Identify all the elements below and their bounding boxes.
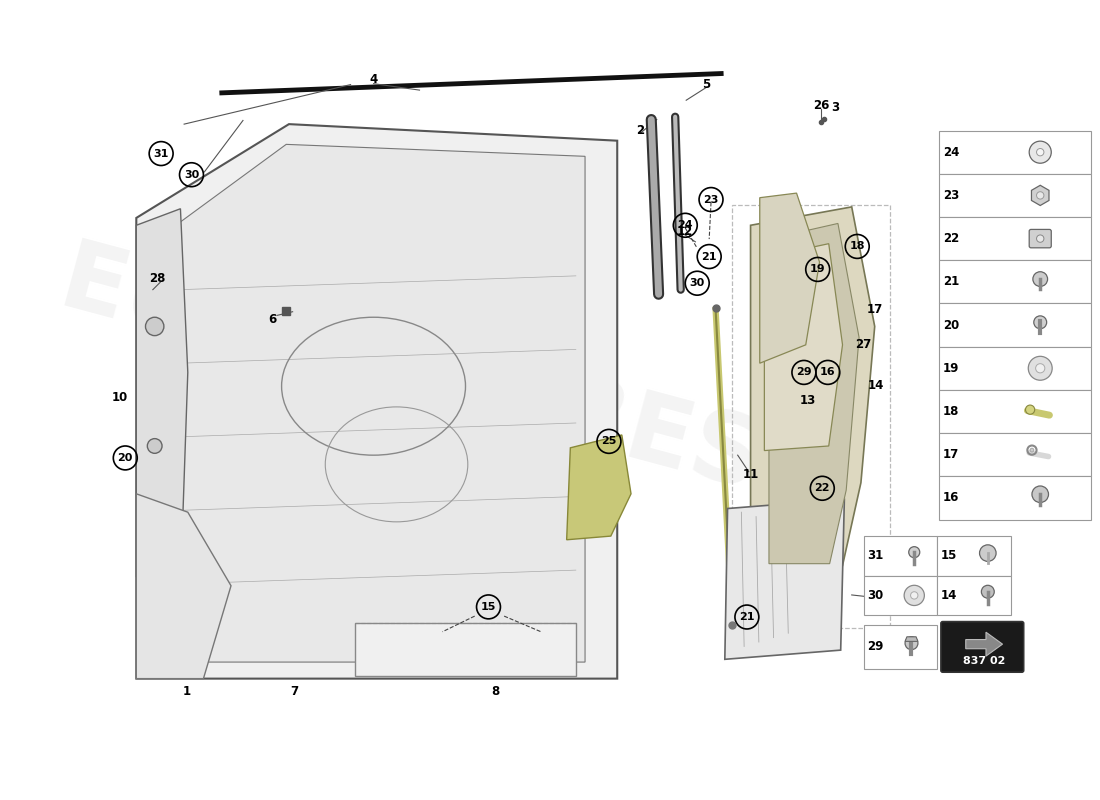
FancyBboxPatch shape (940, 622, 1024, 672)
Text: 17: 17 (867, 303, 883, 316)
FancyBboxPatch shape (864, 536, 937, 576)
Circle shape (1030, 448, 1034, 452)
Text: 22: 22 (814, 483, 830, 494)
Circle shape (981, 586, 994, 598)
Text: 21: 21 (739, 612, 755, 622)
Text: 30: 30 (868, 589, 883, 602)
Text: 21: 21 (943, 275, 959, 288)
Text: 25: 25 (602, 436, 617, 446)
Text: 20: 20 (118, 453, 133, 463)
Text: 23: 23 (943, 189, 959, 202)
FancyBboxPatch shape (1030, 230, 1052, 248)
Text: 1: 1 (183, 685, 191, 698)
Polygon shape (760, 193, 820, 363)
FancyBboxPatch shape (937, 576, 1011, 615)
Polygon shape (566, 435, 631, 540)
Circle shape (904, 586, 924, 606)
Text: 18: 18 (849, 242, 865, 251)
Text: 5: 5 (702, 78, 711, 91)
Circle shape (1034, 316, 1047, 329)
Polygon shape (769, 223, 859, 564)
Text: 11: 11 (742, 468, 759, 481)
FancyBboxPatch shape (939, 476, 1091, 519)
Polygon shape (750, 207, 874, 574)
Text: 17: 17 (943, 448, 959, 462)
Polygon shape (136, 494, 231, 678)
Text: 19: 19 (810, 265, 825, 274)
FancyBboxPatch shape (939, 217, 1091, 260)
Text: 4: 4 (370, 74, 377, 86)
Circle shape (911, 592, 917, 599)
Text: 8: 8 (491, 685, 499, 698)
FancyBboxPatch shape (939, 390, 1091, 433)
Text: 31: 31 (153, 149, 168, 158)
Text: 2: 2 (636, 124, 645, 137)
Circle shape (905, 637, 917, 650)
Text: 24: 24 (678, 220, 693, 230)
FancyBboxPatch shape (864, 576, 937, 615)
Circle shape (1033, 272, 1047, 286)
Text: 15: 15 (940, 550, 957, 562)
Text: 29: 29 (868, 641, 883, 654)
Text: 21: 21 (702, 251, 717, 262)
Circle shape (1025, 405, 1035, 414)
Text: a passion for parts since 1985: a passion for parts since 1985 (236, 388, 566, 494)
Circle shape (1032, 486, 1048, 502)
Text: 6: 6 (268, 313, 276, 326)
FancyBboxPatch shape (939, 433, 1091, 476)
FancyBboxPatch shape (939, 174, 1091, 217)
Text: 10: 10 (111, 390, 128, 404)
Polygon shape (725, 499, 845, 659)
Text: 3: 3 (832, 101, 839, 114)
Text: 29: 29 (796, 367, 812, 378)
Text: 14: 14 (940, 589, 957, 602)
Polygon shape (966, 632, 1002, 656)
Circle shape (909, 546, 920, 558)
Circle shape (1028, 356, 1053, 380)
Text: 30: 30 (690, 278, 705, 288)
FancyBboxPatch shape (939, 303, 1091, 346)
Circle shape (147, 438, 162, 454)
FancyBboxPatch shape (937, 536, 1011, 576)
Text: 15: 15 (481, 602, 496, 612)
Text: 837 02: 837 02 (962, 656, 1005, 666)
Circle shape (145, 318, 164, 336)
Polygon shape (136, 209, 188, 586)
Text: 28: 28 (150, 272, 166, 285)
Text: 16: 16 (820, 367, 836, 378)
Circle shape (1035, 364, 1045, 373)
Text: 18: 18 (943, 405, 959, 418)
Text: 22: 22 (943, 232, 959, 245)
Text: EUROSPARES: EUROSPARES (50, 234, 771, 510)
Text: 30: 30 (184, 170, 199, 180)
FancyBboxPatch shape (939, 260, 1091, 303)
Polygon shape (764, 244, 843, 450)
Circle shape (979, 545, 997, 562)
Text: 20: 20 (943, 318, 959, 331)
Circle shape (1036, 192, 1044, 199)
Text: 12: 12 (676, 226, 693, 238)
Text: 26: 26 (813, 99, 829, 112)
Text: 24: 24 (943, 146, 959, 158)
Text: 13: 13 (800, 394, 816, 406)
Polygon shape (176, 144, 585, 662)
Text: 7: 7 (290, 685, 298, 698)
FancyBboxPatch shape (939, 346, 1091, 390)
FancyBboxPatch shape (939, 130, 1091, 174)
FancyBboxPatch shape (864, 626, 937, 669)
FancyBboxPatch shape (355, 622, 576, 676)
Text: 23: 23 (703, 194, 718, 205)
Circle shape (1036, 149, 1044, 156)
Polygon shape (905, 637, 917, 642)
Text: 27: 27 (856, 338, 872, 351)
Polygon shape (136, 124, 617, 678)
Circle shape (1036, 235, 1044, 242)
Circle shape (1030, 141, 1052, 163)
Polygon shape (1032, 186, 1049, 206)
Text: 16: 16 (943, 491, 959, 505)
Text: 9: 9 (868, 593, 876, 606)
Text: 14: 14 (868, 378, 883, 392)
Text: 31: 31 (868, 550, 883, 562)
Text: 19: 19 (943, 362, 959, 374)
